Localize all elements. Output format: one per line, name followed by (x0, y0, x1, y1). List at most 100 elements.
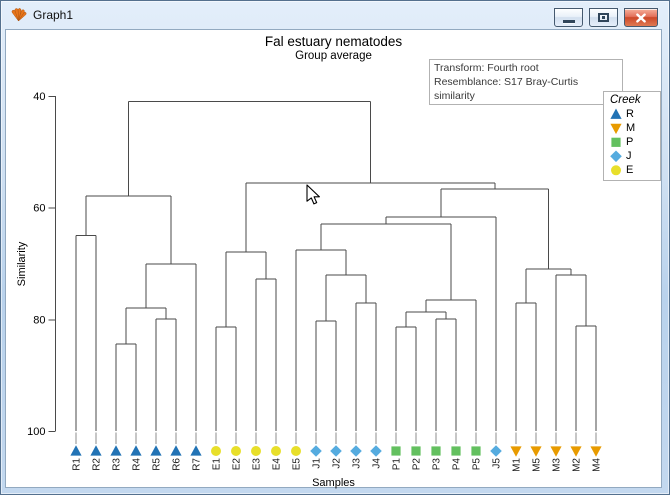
triangle-up-marker (90, 445, 102, 456)
sample-label: R6 (172, 458, 183, 471)
circle-marker (251, 446, 261, 456)
triangle-down-marker (530, 446, 542, 457)
y-axis-label: Similarity (16, 241, 28, 287)
close-button[interactable] (624, 8, 658, 27)
diamond-marker (350, 445, 362, 457)
sample-label: E1 (212, 458, 223, 471)
sample-label: E3 (252, 458, 263, 471)
legend-label: E (626, 164, 634, 176)
circle-marker (291, 446, 301, 456)
chart-title: Fal estuary nematodes (264, 34, 403, 49)
circle-marker (611, 165, 621, 176)
sample-label: M4 (592, 458, 603, 472)
close-icon (636, 12, 646, 23)
sample-label: M2 (572, 458, 583, 472)
sample-label: P2 (412, 458, 423, 471)
sample-label: E4 (272, 458, 283, 471)
window-controls (554, 8, 658, 27)
sample-label: J2 (332, 458, 343, 469)
legend-entry-R: R (610, 107, 660, 121)
triangle-down-marker (610, 123, 622, 134)
diamond-marker (330, 445, 342, 457)
sample-label: M3 (552, 458, 563, 472)
triangle-down-marker (590, 446, 602, 457)
square-marker (451, 446, 461, 456)
square-icon (611, 137, 621, 147)
legend-entry-E: E (610, 163, 660, 177)
sample-label: M1 (512, 458, 523, 472)
triangle-up-icon (610, 108, 622, 119)
sample-label: R4 (132, 458, 143, 471)
triangle-up-marker (150, 445, 162, 456)
triangle-up-marker (130, 445, 142, 456)
legend-entry-P: P (610, 135, 660, 149)
triangle-up-marker (610, 108, 622, 119)
legend-entry-J: J (610, 149, 660, 163)
y-tick-label: 40 (33, 91, 45, 103)
circle-marker (271, 446, 281, 456)
square-marker (391, 446, 401, 456)
title-bar[interactable]: Graph1 (1, 1, 669, 29)
legend-title: Creek (610, 94, 641, 106)
diamond-marker (490, 445, 502, 457)
dendrogram-lines (75, 101, 597, 431)
diamond-marker (370, 445, 382, 457)
sample-label: P4 (452, 458, 463, 471)
triangle-down-icon (610, 123, 622, 134)
legend-label: J (626, 150, 632, 162)
triangle-down-marker (570, 446, 582, 457)
sample-label: P3 (432, 458, 443, 471)
diamond-marker (610, 150, 622, 162)
legend-label: P (626, 136, 634, 148)
triangle-down-marker (510, 446, 522, 457)
y-tick-label: 100 (27, 426, 45, 438)
minimize-button[interactable] (554, 8, 583, 27)
dendrogram-canvas: 40 60 80 100 R1 R2 R3 R4 R5 R6 R7 E1 E2 E3 E4 E5 J1 J2 J3 J… (27, 91, 603, 472)
sample-label: R1 (72, 458, 83, 471)
circle-icon (611, 165, 621, 176)
mouse-cursor (306, 184, 320, 205)
minimize-icon (562, 19, 575, 23)
sample-label: J4 (372, 458, 383, 469)
triangle-up-marker (110, 445, 122, 456)
sample-label: R2 (92, 458, 103, 471)
diamond-icon (610, 150, 622, 162)
triangle-down-marker (550, 446, 562, 457)
square-marker (411, 446, 421, 456)
square-marker (431, 446, 441, 456)
sample-label: R7 (192, 458, 203, 471)
sample-label: E5 (292, 458, 303, 471)
maximize-button[interactable] (589, 8, 618, 27)
y-axis-line (48, 96, 56, 432)
sample-label: P5 (472, 458, 483, 471)
triangle-up-marker (190, 445, 202, 456)
info-transform: Transform: Fourth root (434, 62, 539, 74)
sample-label: E2 (232, 458, 243, 471)
square-marker (471, 446, 481, 456)
sample-label: R3 (112, 458, 123, 471)
maximize-icon (598, 13, 609, 22)
info-box: Transform: Fourth root Resemblance: S17 … (429, 59, 623, 105)
info-resemblance: Resemblance: S17 Bray-Curtis similarity (434, 76, 579, 102)
square-marker (611, 137, 621, 147)
sample-label: J5 (492, 458, 503, 469)
sample-label: P1 (392, 458, 403, 471)
x-axis-label: Samples (312, 477, 355, 489)
sample-label: M5 (532, 458, 543, 472)
y-tick-label: 60 (33, 203, 45, 215)
legend-entry-M: M (610, 121, 660, 135)
plot-area: 40 60 80 100 R1 R2 R3 R4 R5 R6 R7 E1 E2 E3 E4 E5 J1 J2 J3 J… (5, 29, 662, 489)
circle-marker (211, 446, 221, 456)
legend-label: R (626, 108, 634, 120)
triangle-up-marker (170, 445, 182, 456)
circle-marker (231, 446, 241, 456)
primer-shell-icon (10, 7, 27, 23)
x-axis-ticks (75, 432, 597, 444)
legend-label: M (626, 122, 636, 134)
sample-label: J1 (312, 458, 323, 469)
triangle-up-marker (70, 445, 82, 456)
sample-label: J3 (352, 458, 363, 469)
